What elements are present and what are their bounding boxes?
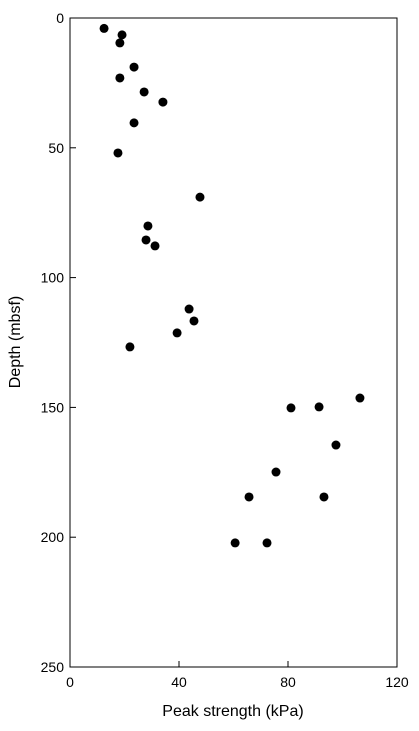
- x-tick-label: 120: [385, 674, 409, 690]
- point: [230, 538, 240, 548]
- x-tick-label: 80: [280, 674, 296, 690]
- y-tick-label: 50: [48, 140, 64, 156]
- y-axis-label: Depth (mbsf): [7, 296, 24, 388]
- y-tick-label: 200: [41, 529, 65, 545]
- point: [189, 316, 199, 326]
- point: [172, 328, 182, 338]
- point: [195, 192, 205, 202]
- point: [158, 97, 168, 107]
- x-axis-label: Peak strength (kPa): [162, 703, 303, 720]
- point: [139, 87, 149, 97]
- point: [331, 440, 341, 450]
- x-tick-label: 40: [171, 674, 187, 690]
- point: [117, 30, 127, 40]
- point: [271, 467, 281, 477]
- point: [129, 62, 139, 72]
- point: [113, 148, 123, 158]
- point: [125, 342, 135, 352]
- plot-frame: [69, 17, 398, 668]
- point: [355, 393, 365, 403]
- point: [244, 492, 254, 502]
- point: [141, 235, 151, 245]
- y-tick-label: 250: [41, 659, 65, 675]
- point: [286, 403, 296, 413]
- x-tick-label: 0: [66, 674, 74, 690]
- point: [150, 241, 160, 251]
- point: [184, 304, 194, 314]
- point: [115, 38, 125, 48]
- point: [319, 492, 329, 502]
- point: [143, 221, 153, 231]
- y-tick-label: 0: [56, 10, 64, 26]
- point: [129, 118, 139, 128]
- point: [314, 402, 324, 412]
- y-tick-label: 100: [41, 270, 65, 286]
- point: [262, 538, 272, 548]
- point: [115, 73, 125, 83]
- point: [99, 23, 109, 33]
- y-tick-label: 150: [41, 399, 65, 415]
